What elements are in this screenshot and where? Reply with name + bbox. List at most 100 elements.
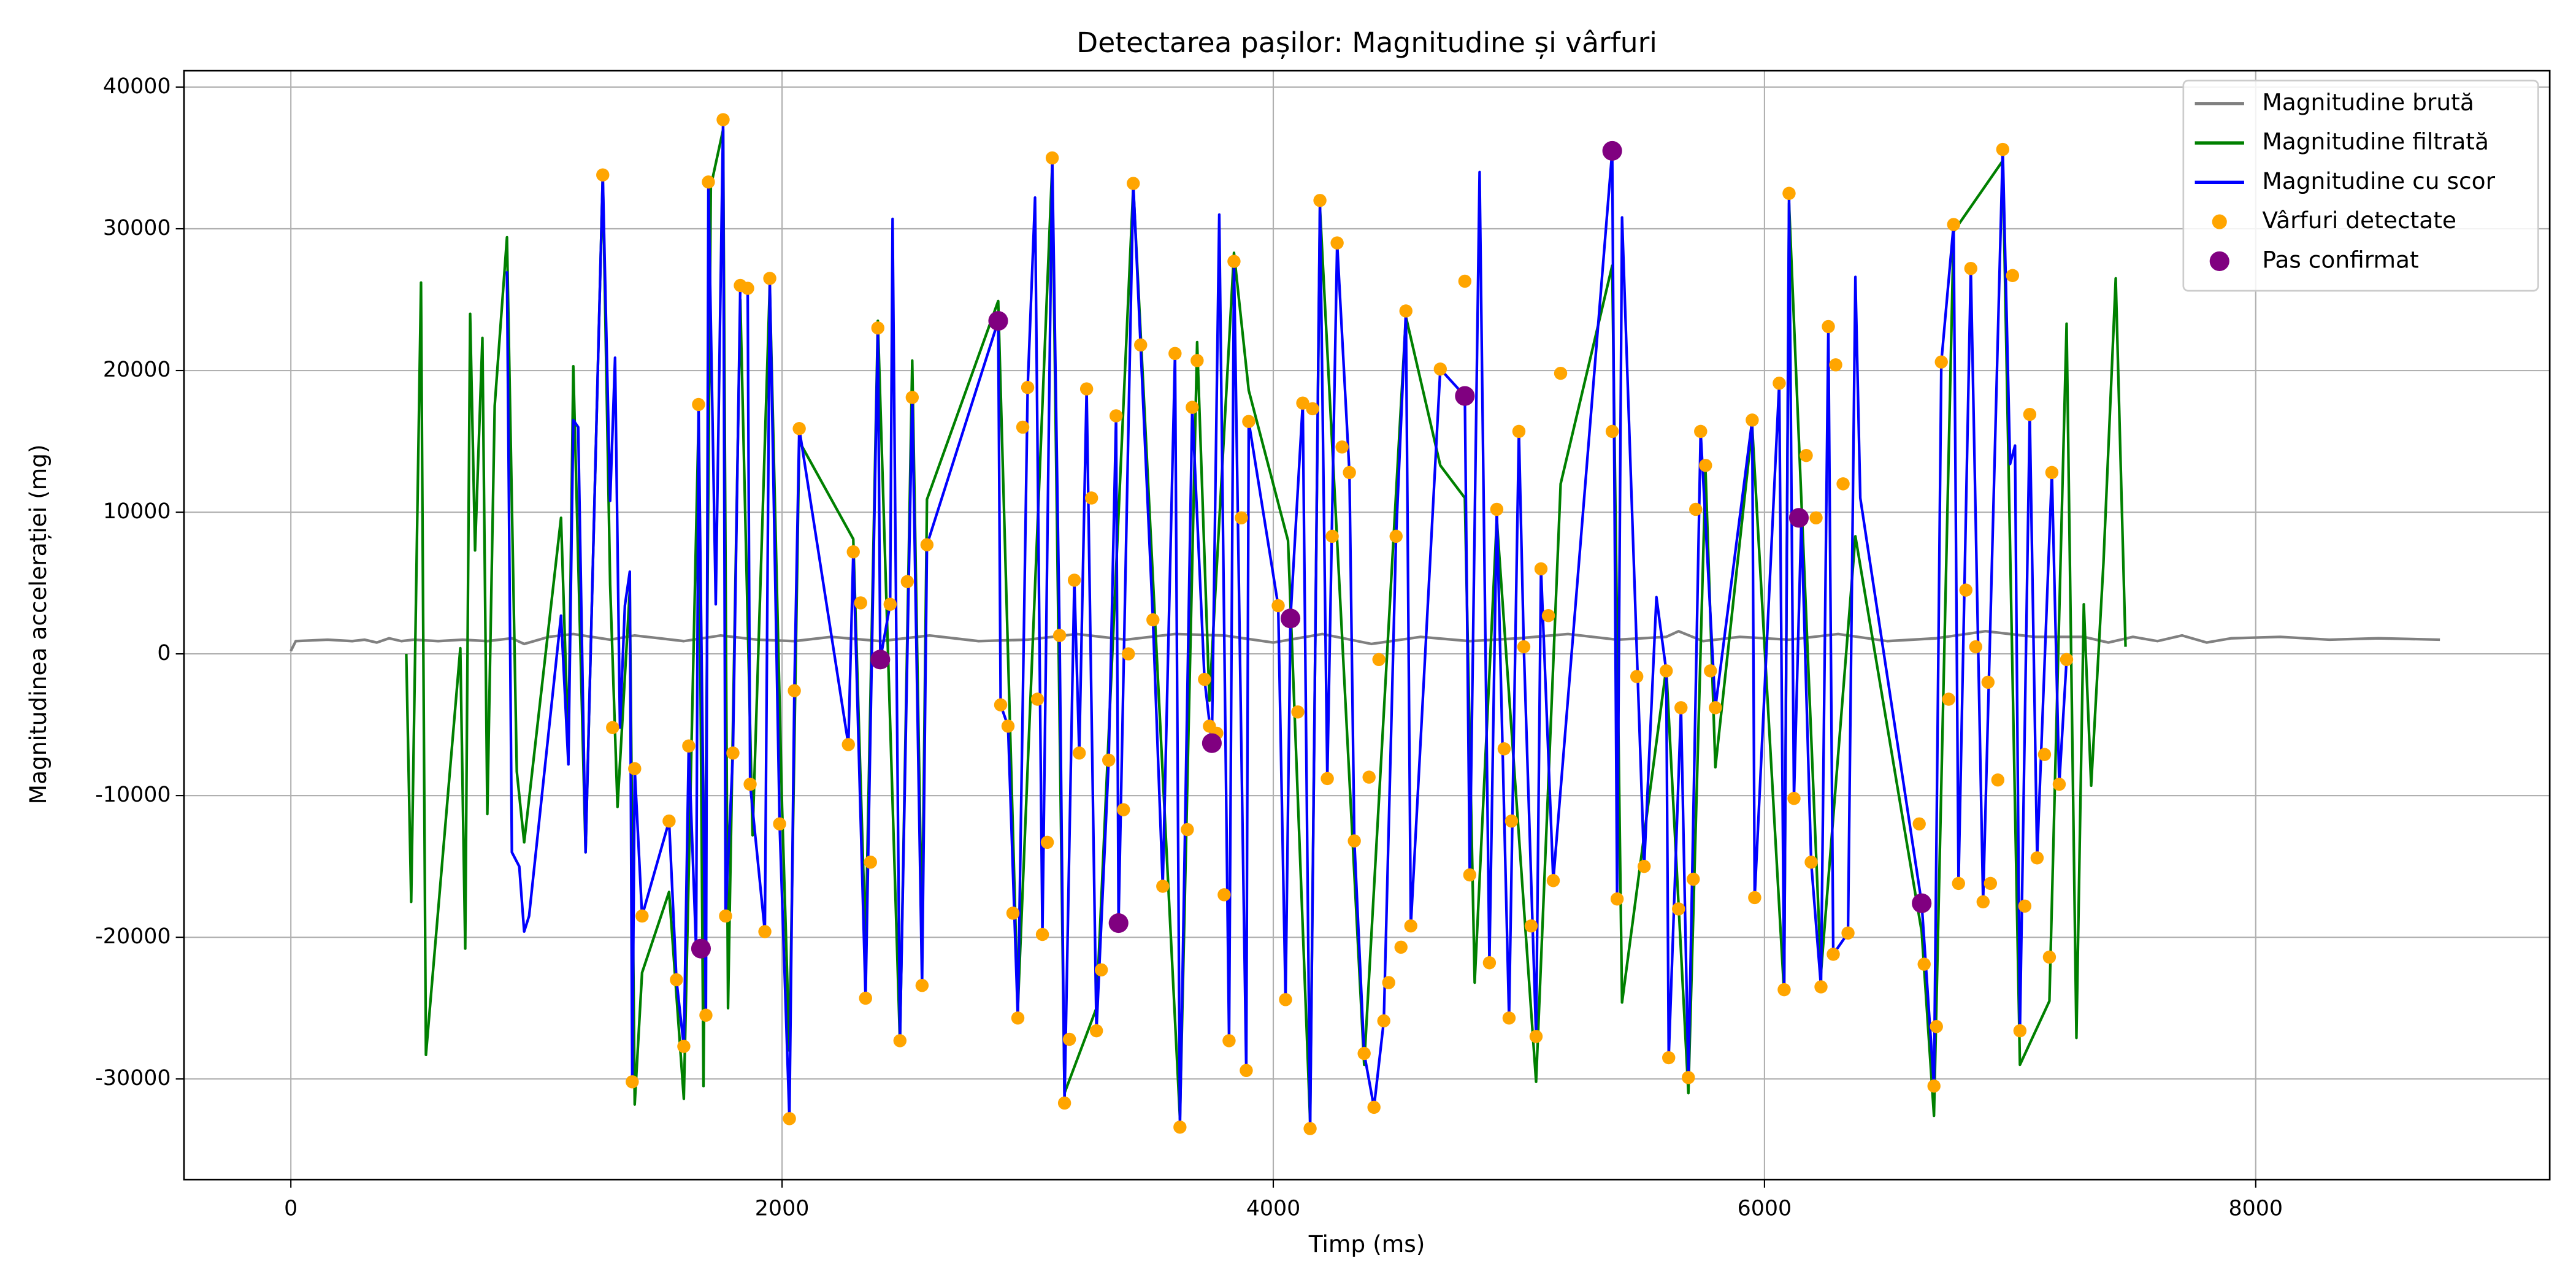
scatter-point (1777, 983, 1791, 997)
plot-frame (183, 69, 2551, 1181)
scatter-point (1952, 876, 1965, 891)
scatter-point (1372, 653, 1386, 667)
scatter-point (1347, 834, 1361, 848)
scatter-point (1610, 892, 1624, 906)
scatter-point (1602, 140, 1622, 161)
scatter-point (1357, 1046, 1371, 1060)
scatter-point (1367, 1100, 1381, 1114)
scatter-point (1072, 746, 1086, 760)
scatter-point (1996, 142, 2010, 156)
y-tick-label: -30000 (95, 1066, 171, 1091)
scatter-point (1313, 194, 1327, 207)
legend-label: Vârfuri detectate (2262, 207, 2456, 234)
scatter-point (1704, 664, 1717, 678)
scatter-point (905, 391, 919, 404)
scatter-point (1458, 274, 1472, 288)
scatter-point (1127, 177, 1140, 190)
scatter-point (1122, 647, 1135, 661)
scatter-point (1198, 672, 1211, 686)
scatter-point (1934, 355, 1948, 369)
scatter-point (1202, 733, 1222, 753)
scatter-point (1001, 719, 1015, 733)
scatter-point (1964, 261, 1977, 275)
scatter-point (1529, 1030, 1543, 1043)
scatter-point (864, 855, 877, 869)
scatter-point (1930, 1019, 1943, 1033)
scatter-point (994, 698, 1008, 711)
scatter-point (726, 746, 740, 760)
scatter-point (1773, 377, 1786, 390)
scatter-point (846, 545, 860, 559)
scatter-point (1325, 529, 1339, 543)
scatter-point (1689, 502, 1703, 516)
scatter-point (1102, 753, 1116, 767)
scatter-point (2037, 748, 2052, 761)
legend-label: Pas confirmat (2262, 246, 2418, 273)
scatter-point (1788, 508, 1809, 528)
scatter-point (1389, 529, 1403, 543)
scatter-point (1782, 186, 1796, 200)
scatter-point (1016, 420, 1030, 434)
scatter-point (1822, 320, 1835, 334)
scatter-point (1382, 976, 1395, 989)
scatter-point (702, 175, 715, 189)
scatter-point (1217, 888, 1231, 902)
scatter-point (1089, 1024, 1103, 1038)
scatter-point (1057, 1096, 1071, 1110)
scatter-point (662, 814, 676, 828)
scatter-point (1455, 386, 1475, 406)
scatter-point (1546, 874, 1560, 887)
scatter-point (1814, 980, 1828, 994)
scatter-point (841, 738, 855, 751)
scatter-point (1836, 477, 1850, 491)
scatter-point (635, 909, 649, 923)
legend-label: Magnitudine brută (2262, 88, 2474, 115)
scatter-point (1800, 448, 1813, 462)
scatter-point (1672, 902, 1685, 916)
scatter-point (1463, 868, 1477, 882)
scatter-point (920, 538, 934, 551)
legend-label: Magnitudine filtrată (2262, 128, 2489, 155)
scatter-point (1637, 859, 1651, 873)
scatter-point (628, 762, 642, 775)
scatter-point (1674, 701, 1688, 715)
scatter-point (1497, 742, 1511, 756)
scatter-point (1912, 893, 1932, 913)
scatter-point (682, 739, 696, 753)
scatter-point (1981, 675, 1995, 689)
scatter-point (871, 321, 884, 335)
scatter-point (1186, 401, 1199, 414)
scatter-point (1280, 608, 1301, 629)
scatter-point (1917, 957, 1931, 971)
series-line (405, 128, 2127, 1123)
scatter-point (1804, 855, 1818, 869)
scatter-point (758, 925, 772, 938)
scatter-point (1235, 511, 1248, 525)
scatter-point (1296, 396, 1309, 410)
scatter-point (1541, 609, 1555, 623)
scatter-point (1829, 358, 1842, 372)
legend-marker (2209, 251, 2229, 271)
scatter-point (1482, 956, 1497, 970)
scatter-point (2052, 777, 2066, 791)
scatter-point (1084, 491, 1098, 505)
y-tick-label: -10000 (95, 783, 171, 807)
scatter-point (1687, 872, 1700, 886)
scatter-point (1035, 927, 1049, 941)
x-tick-label: 4000 (1246, 1196, 1301, 1221)
scatter-point (1181, 822, 1194, 837)
scatter-point (1377, 1014, 1390, 1028)
scatter-point (716, 113, 730, 126)
y-tick-label: 40000 (103, 74, 171, 99)
legend: Magnitudine brută Magnitudine filtrată Mag… (2182, 79, 2539, 292)
y-tick-label: 20000 (103, 358, 171, 382)
scatter-point (596, 168, 610, 182)
scatter-point (1343, 466, 1356, 480)
y-tick-label: 0 (157, 641, 171, 665)
scatter-point (1190, 354, 1204, 367)
scatter-point (1399, 304, 1413, 318)
y-tick-label: 10000 (103, 499, 171, 524)
scatter-point (2013, 1024, 2027, 1038)
plot-area (289, 113, 2440, 1135)
